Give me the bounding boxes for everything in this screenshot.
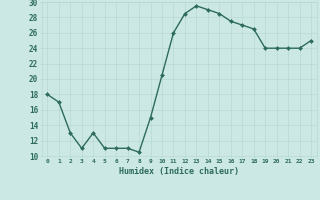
X-axis label: Humidex (Indice chaleur): Humidex (Indice chaleur) (119, 167, 239, 176)
